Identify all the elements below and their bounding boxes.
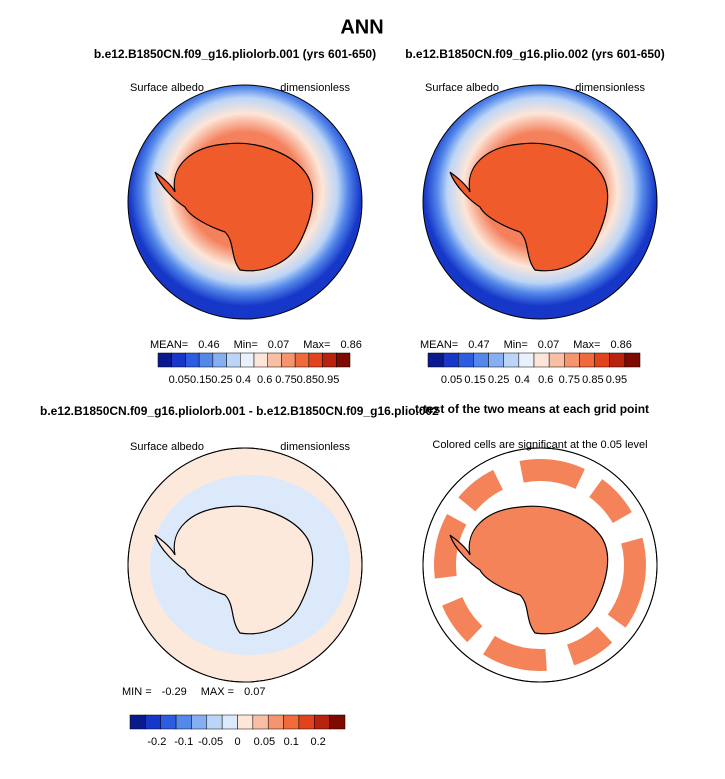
colorbar-cell: [191, 714, 208, 730]
stat-value: 0.07: [538, 339, 559, 351]
colorbar-label: -0.2: [147, 736, 166, 748]
colorbar-cell: [267, 714, 284, 730]
colorbar-cell: [314, 714, 330, 730]
colorbar-label: 0.2: [310, 736, 325, 748]
colorbar-cell: [427, 352, 444, 368]
colorbar-label: 0.25: [488, 374, 509, 386]
colorbar-label: 0.95: [318, 374, 339, 386]
stat-label: Min=: [504, 339, 528, 351]
stat-value: 0.47: [468, 339, 489, 351]
panel-title: b.e12.B1850CN.f09_g16.pliolorb.001 (yrs …: [94, 47, 376, 61]
colorbar-cell: [488, 352, 504, 368]
units-label: dimensionless: [280, 441, 350, 453]
colorbar-label: 0.75: [559, 374, 580, 386]
stat-label: Max=: [303, 339, 330, 351]
figure-title: ANN: [340, 16, 383, 38]
colorbar-cell: [240, 352, 255, 368]
colorbar-cell: [594, 352, 610, 368]
colorbar-label: 0.85: [582, 374, 603, 386]
variable-label: Surface albedo: [130, 441, 204, 453]
map: [422, 447, 658, 683]
colorbar-cell: [336, 352, 351, 368]
colorbar-cell: [226, 352, 241, 368]
colorbar-label: 0.05: [254, 736, 275, 748]
colorbar-cell: [171, 352, 186, 368]
colorbar-cell: [548, 352, 565, 368]
panel-subtitle: Colored cells are significant at the 0.0…: [432, 439, 647, 451]
colorbar-cell: [294, 352, 310, 368]
colorbar-cell: [329, 714, 346, 730]
colorbar-label: 0.25: [211, 374, 232, 386]
colorbar-label: 0.6: [538, 374, 553, 386]
colorbar-cell: [160, 714, 177, 730]
colorbar-label: 0.4: [515, 374, 530, 386]
panel-title: b.e12.B1850CN.f09_g16.pliolorb.001 - b.e…: [40, 404, 439, 418]
maps: [127, 84, 658, 683]
stat-value: 0.46: [198, 339, 219, 351]
panel-title: b.e12.B1850CN.f09_g16.plio.002 (yrs 601-…: [405, 47, 664, 61]
colorbar-cell: [579, 352, 595, 368]
colorbar-label: 0.05: [441, 374, 462, 386]
colorbar-cell: [267, 352, 282, 368]
stat-value: -0.29: [162, 686, 187, 698]
colorbar-cell: [252, 714, 269, 730]
colorbar-cell: [145, 714, 161, 730]
colorbar-cell: [458, 352, 474, 368]
colorbar-cell: [237, 714, 254, 730]
stat-label: MAX =: [201, 686, 234, 698]
colorbar-cell: [175, 714, 192, 730]
colorbar-cell: [564, 352, 580, 368]
stat-value: 0.86: [610, 339, 631, 351]
stat-label: MEAN=: [150, 339, 188, 351]
colorbar-cell: [533, 352, 550, 368]
units-label: dimensionless: [280, 82, 350, 94]
colorbar-cell: [185, 352, 200, 368]
colorbar-cell: [624, 352, 641, 368]
colorbar-label: 0.15: [464, 374, 485, 386]
stat-value: 0.07: [244, 686, 265, 698]
colorbar-cell: [473, 352, 489, 368]
colorbar-cell: [518, 352, 535, 368]
colorbar-cell: [503, 352, 520, 368]
colorbar-cell: [129, 714, 146, 730]
colorbar-cell: [322, 352, 337, 368]
colorbar-cell: [221, 714, 238, 730]
colorbar-cell: [198, 352, 214, 368]
stat-label: MEAN=: [420, 339, 458, 351]
panel-title: t-test of the two means at each grid poi…: [415, 402, 649, 416]
map: [127, 447, 363, 683]
variable-label: Surface albedo: [130, 82, 204, 94]
colorbar-cell: [281, 352, 296, 368]
colorbar-label: 0.85: [297, 374, 318, 386]
colorbar-label: -0.1: [174, 736, 193, 748]
stat-label: Min=: [234, 339, 258, 351]
colorbar-label: 0.75: [275, 374, 296, 386]
colorbar-label: 0.6: [257, 374, 272, 386]
colorbar-cell: [157, 352, 172, 368]
colorbar-cell: [253, 352, 268, 368]
colorbar-cell: [298, 714, 315, 730]
colorbar-cell: [609, 352, 626, 368]
colorbar-label: 0.05: [169, 374, 190, 386]
colorbar-label: -0.05: [198, 736, 223, 748]
colorbar-cell: [442, 352, 459, 368]
colorbar-label: 0: [234, 736, 240, 748]
colorbar-cell: [283, 714, 300, 730]
stat-label: Max=: [573, 339, 600, 351]
stat-label: MIN =: [122, 686, 152, 698]
colorbar-cell: [308, 352, 323, 368]
units-label: dimensionless: [575, 82, 645, 94]
colorbar-label: 0.15: [190, 374, 211, 386]
variable-label: Surface albedo: [425, 82, 499, 94]
map: [127, 84, 363, 320]
map: [422, 84, 658, 320]
colorbar-label: 0.95: [606, 374, 627, 386]
colorbar-label: 0.1: [284, 736, 299, 748]
stat-value: 0.07: [268, 339, 289, 351]
colorbar-cell: [212, 352, 227, 368]
colorbar-cell: [206, 714, 223, 730]
colorbar-label: 0.4: [236, 374, 251, 386]
stat-value: 0.86: [340, 339, 361, 351]
